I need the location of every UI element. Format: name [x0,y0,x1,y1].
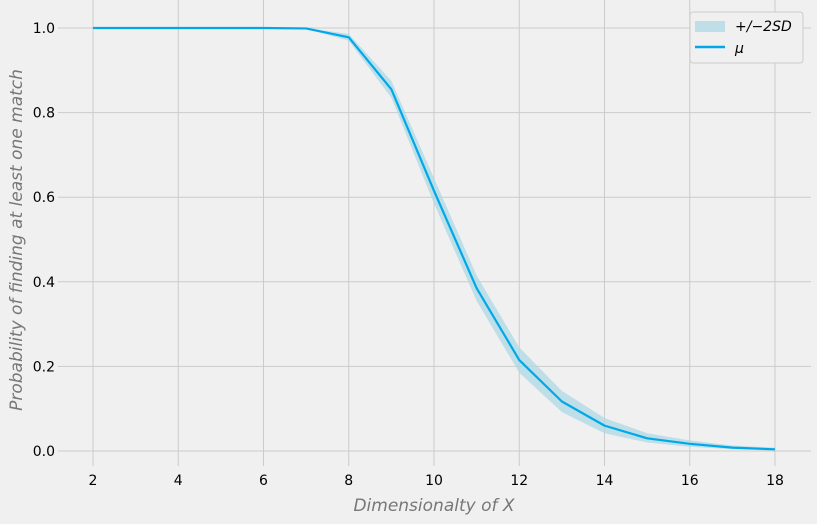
x-tick-label: 12 [510,473,528,489]
y-tick-label: 0.8 [33,106,55,122]
x-tick-label: 10 [425,473,443,489]
legend-band-swatch [695,21,725,32]
x-axis-label: Dimensionalty of X [353,496,514,516]
mean-line [93,26,776,451]
x-tick-label: 4 [174,473,183,489]
x-tick-label: 2 [89,473,98,489]
y-tick-label: 0.0 [33,444,55,460]
x-tick-label: 16 [681,473,699,489]
x-axis-ticks: 2 4 6 8 10 12 14 16 18 [89,473,784,489]
y-tick-label: 0.4 [33,275,55,291]
legend-band-label: +/−2SD [735,19,792,35]
y-axis-label: Probability of finding at least one matc… [7,69,27,411]
y-tick-label: 0.2 [33,359,55,375]
y-tick-label: 0.6 [33,190,55,206]
x-tick-label: 6 [259,473,268,489]
legend: +/−2SD μ [689,11,804,64]
legend-mean-label: μ [734,41,744,57]
y-axis-ticks: 0.0 0.2 0.4 0.6 0.8 1.0 [33,21,55,460]
x-tick-label: 8 [344,473,353,489]
x-tick-label: 14 [596,473,614,489]
grid-lines [58,0,811,466]
y-tick-label: 1.0 [33,21,55,37]
x-tick-label: 18 [766,473,784,489]
